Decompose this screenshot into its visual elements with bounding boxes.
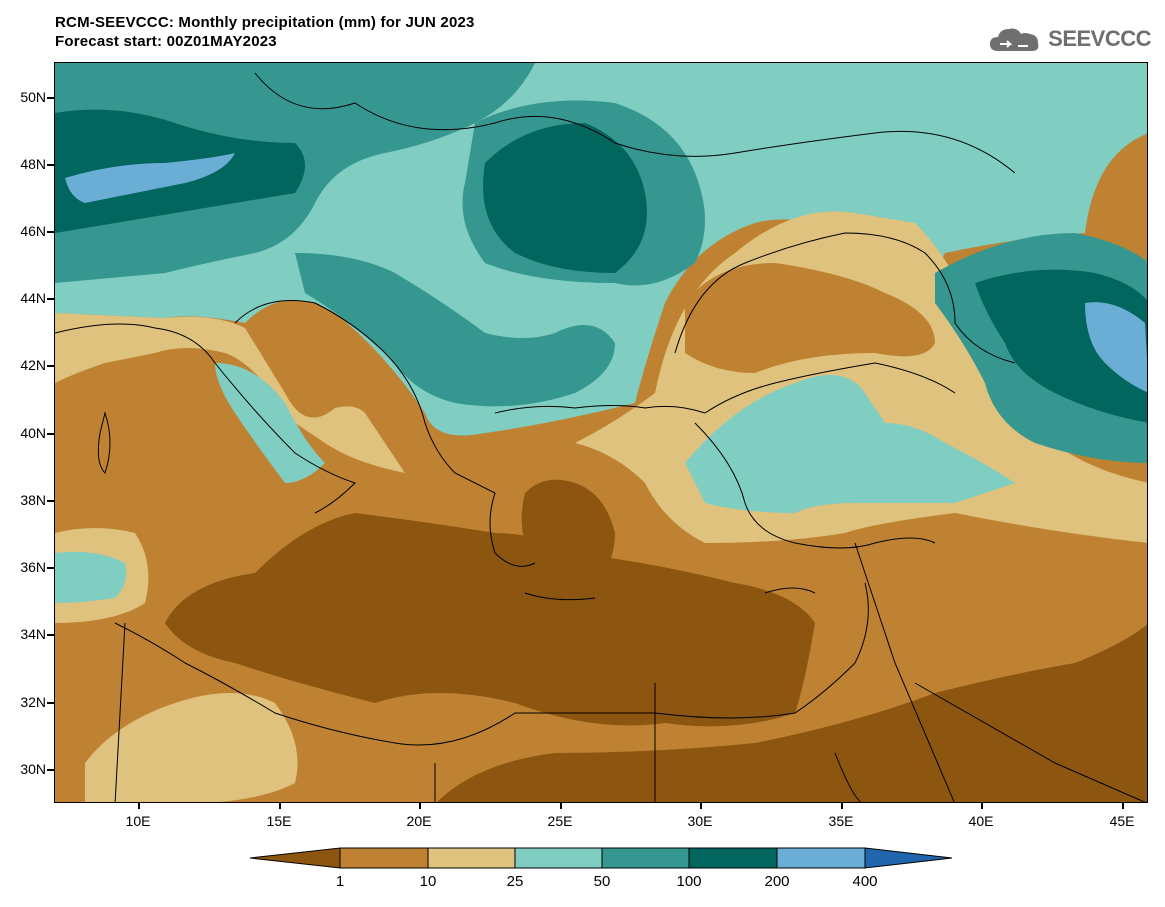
x-tick-label: 45E	[1109, 813, 1135, 829]
y-tick-label: 32N	[20, 694, 46, 710]
colorbar-segment	[688, 847, 778, 869]
title-line-1: RCM-SEEVCCC: Monthly precipitation (mm) …	[55, 14, 475, 31]
x-tick-label: 25E	[547, 813, 573, 829]
x-tick	[560, 803, 562, 809]
y-tick	[47, 365, 54, 367]
field-25-50-algeria	[55, 551, 127, 603]
colorbar-segment	[514, 847, 603, 869]
y-tick-label: 36N	[20, 559, 46, 575]
y-tick-label: 30N	[20, 761, 46, 777]
colorbar-segment	[427, 847, 516, 869]
x-tick-label: 15E	[266, 813, 292, 829]
y-tick	[47, 433, 54, 435]
y-tick-label: 40N	[20, 425, 46, 441]
field-50-100-balkans	[295, 253, 615, 407]
y-tick-label: 34N	[20, 626, 46, 642]
y-tick-label: 44N	[20, 290, 46, 306]
map-canvas	[55, 63, 1147, 802]
field-25-50-tyrrhenian	[215, 363, 325, 483]
x-tick	[1122, 803, 1124, 809]
colorbar-arrow-above	[864, 847, 953, 869]
field-200-400-alps	[65, 153, 235, 203]
x-tick	[700, 803, 702, 809]
field-below-1-mediterranean	[165, 513, 815, 727]
x-tick-label: 30E	[687, 813, 713, 829]
x-tick	[138, 803, 140, 809]
colorbar-label: 10	[419, 873, 437, 890]
x-tick	[419, 803, 421, 809]
colorbar-segment	[776, 847, 866, 869]
x-tick-label: 40E	[968, 813, 994, 829]
seevccc-logo: SEEVCCC	[988, 22, 1151, 56]
field-200-400-caucasus	[1085, 302, 1147, 393]
y-tick	[47, 231, 54, 233]
y-tick	[47, 567, 54, 569]
colorbar	[250, 847, 953, 869]
y-tick	[47, 164, 54, 166]
x-tick-label: 10E	[125, 813, 151, 829]
x-tick	[981, 803, 983, 809]
y-tick	[47, 634, 54, 636]
x-tick-label: 20E	[406, 813, 432, 829]
colorbar-label: 400	[852, 873, 878, 890]
cloud-icon	[990, 28, 1039, 51]
field-below-1-southeast	[437, 624, 1147, 802]
y-tick-label: 42N	[20, 357, 46, 373]
precipitation-map	[54, 62, 1148, 803]
colorbar-label: 1	[335, 873, 345, 890]
y-tick	[47, 97, 54, 99]
y-tick	[47, 298, 54, 300]
x-tick-label: 35E	[828, 813, 854, 829]
x-tick	[279, 803, 281, 809]
y-tick	[47, 500, 54, 502]
field-below-1-aegean	[521, 479, 615, 583]
field-25-50-anatolia	[685, 375, 1015, 513]
field-10-25-libya	[85, 693, 298, 802]
title-line-2: Forecast start: 00Z01MAY2023	[55, 33, 277, 50]
y-tick-label: 38N	[20, 492, 46, 508]
field-10-25-italy	[55, 313, 405, 473]
logo-text: SEEVCCC	[1048, 26, 1151, 51]
colorbar-segment	[601, 847, 690, 869]
field-100-200-carpathians	[483, 123, 647, 273]
colorbar-label: 25	[506, 873, 524, 890]
map-title: RCM-SEEVCCC: Monthly precipitation (mm) …	[55, 13, 475, 51]
y-tick	[47, 702, 54, 704]
colorbar-arrow-below	[250, 847, 341, 869]
y-tick-label: 50N	[20, 89, 46, 105]
colorbar-segment	[339, 847, 429, 869]
y-tick-label: 48N	[20, 156, 46, 172]
colorbar-label: 200	[764, 873, 790, 890]
y-tick	[47, 769, 54, 771]
colorbar-label: 50	[593, 873, 611, 890]
colorbar-label: 100	[676, 873, 702, 890]
x-tick	[841, 803, 843, 809]
field-1-10-black-sea	[685, 263, 935, 373]
y-tick-label: 46N	[20, 223, 46, 239]
coastlines	[55, 72, 1146, 802]
